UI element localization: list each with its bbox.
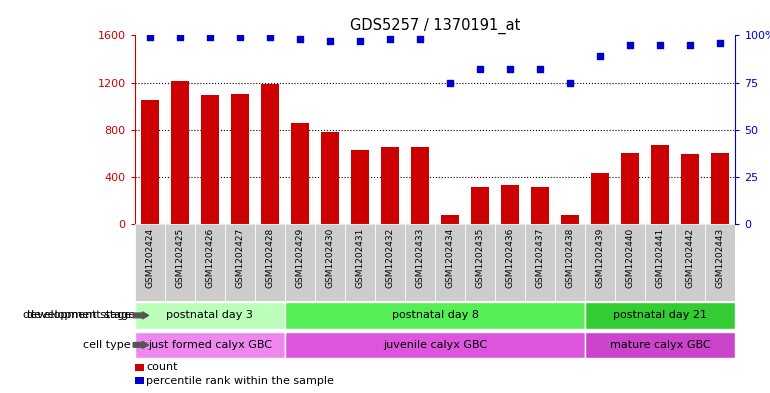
Text: GSM1202435: GSM1202435 (476, 228, 484, 288)
Bar (381, 147, 399, 224)
Bar (285, 224, 315, 301)
Bar (261, 84, 279, 224)
Bar (525, 224, 555, 301)
Bar (405, 224, 435, 301)
Bar (165, 224, 195, 301)
Text: GSM1202432: GSM1202432 (386, 228, 394, 288)
Point (564, 79, 576, 86)
Text: GSM1202439: GSM1202439 (596, 228, 604, 288)
Text: GSM1202427: GSM1202427 (236, 228, 244, 288)
Text: GSM1202436: GSM1202436 (506, 228, 514, 288)
Text: GSM1202431: GSM1202431 (356, 228, 364, 288)
Point (684, 42, 696, 48)
Bar (171, 81, 189, 224)
Bar (705, 224, 735, 301)
Point (504, 66, 516, 72)
Text: mature calyx GBC: mature calyx GBC (610, 340, 711, 350)
Bar (681, 154, 699, 224)
Bar (345, 224, 375, 301)
Bar (411, 147, 429, 224)
Point (354, 38, 367, 44)
Point (654, 42, 666, 48)
Point (474, 66, 487, 72)
Text: GSM1202429: GSM1202429 (296, 228, 304, 288)
Point (414, 36, 427, 42)
Bar (225, 224, 255, 301)
Bar (531, 187, 549, 224)
Bar (555, 224, 585, 301)
Bar (351, 150, 369, 224)
Text: postnatal day 3: postnatal day 3 (166, 310, 253, 320)
Point (534, 66, 547, 72)
Point (143, 34, 156, 40)
Point (444, 79, 456, 86)
Text: GSM1202443: GSM1202443 (716, 228, 725, 288)
Text: postnatal day 8: postnatal day 8 (392, 310, 478, 320)
Bar (465, 224, 495, 301)
Text: development stage: development stage (23, 310, 131, 320)
Text: juvenile calyx GBC: juvenile calyx GBC (383, 340, 487, 350)
Bar (135, 224, 165, 301)
Bar (291, 123, 309, 224)
Title: GDS5257 / 1370191_at: GDS5257 / 1370191_at (350, 18, 521, 34)
Bar (231, 94, 249, 224)
Bar (285, 332, 585, 358)
Bar (585, 302, 735, 329)
Bar (615, 224, 645, 301)
Bar (645, 224, 675, 301)
Bar (585, 332, 735, 358)
Text: GSM1202437: GSM1202437 (536, 228, 544, 288)
Text: cell type: cell type (83, 340, 131, 350)
Bar (471, 187, 489, 224)
Bar (321, 132, 339, 224)
Bar (495, 224, 525, 301)
Point (293, 36, 306, 42)
Point (323, 38, 336, 44)
Text: GSM1202438: GSM1202438 (566, 228, 574, 288)
Text: GSM1202434: GSM1202434 (446, 228, 454, 288)
Text: GSM1202441: GSM1202441 (656, 228, 665, 288)
Bar (501, 185, 519, 224)
Bar (675, 224, 705, 301)
Text: percentile rank within the sample: percentile rank within the sample (146, 376, 334, 386)
Bar (591, 173, 609, 224)
Point (203, 34, 216, 40)
Point (383, 36, 396, 42)
Text: GSM1202430: GSM1202430 (326, 228, 334, 288)
Bar (711, 153, 729, 224)
Bar (441, 215, 459, 224)
Bar (201, 95, 219, 224)
Bar (651, 145, 669, 224)
Point (234, 34, 246, 40)
Text: GSM1202428: GSM1202428 (266, 228, 274, 288)
Bar (141, 100, 159, 224)
Bar (375, 224, 405, 301)
Bar (255, 224, 285, 301)
Bar (561, 215, 579, 224)
Text: GSM1202440: GSM1202440 (626, 228, 634, 288)
Text: GSM1202426: GSM1202426 (206, 228, 214, 288)
Text: count: count (146, 362, 178, 373)
Text: just formed calyx GBC: just formed calyx GBC (148, 340, 272, 350)
Bar (285, 302, 585, 329)
Text: GSM1202433: GSM1202433 (416, 228, 424, 288)
Text: GSM1202425: GSM1202425 (176, 228, 184, 288)
Text: GSM1202442: GSM1202442 (686, 228, 695, 288)
Text: postnatal day 21: postnatal day 21 (613, 310, 708, 320)
Point (263, 34, 276, 40)
Bar (585, 224, 615, 301)
Bar (135, 332, 285, 358)
Text: GSM1202424: GSM1202424 (146, 228, 154, 288)
Bar (315, 224, 345, 301)
Point (715, 40, 727, 46)
Bar (195, 224, 225, 301)
Bar (435, 224, 465, 301)
Point (173, 34, 186, 40)
Point (624, 42, 636, 48)
Text: development stage: development stage (27, 310, 135, 320)
Bar (621, 153, 639, 224)
Bar (135, 302, 285, 329)
Point (594, 53, 607, 59)
